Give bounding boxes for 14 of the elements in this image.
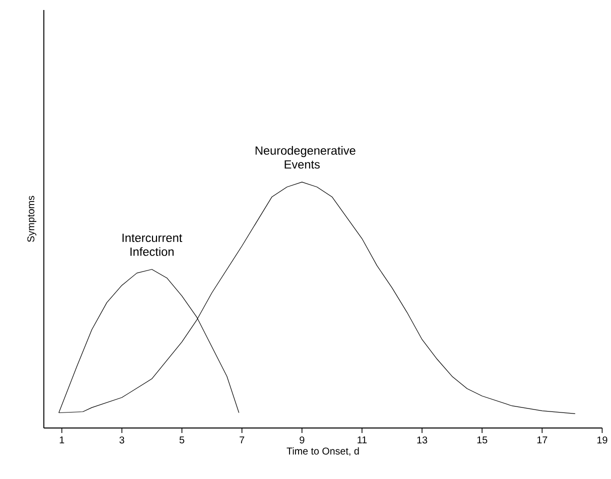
x-tick-label: 9 xyxy=(300,436,304,444)
x-tick-label: 11 xyxy=(358,436,367,444)
x-tick-label: 17 xyxy=(537,436,548,444)
x-axis-title: Time to Onset, d xyxy=(286,447,359,456)
text: Neurodegenerative Events xyxy=(256,146,356,169)
x-tick-label: 19 xyxy=(597,436,608,444)
series-label: Intercurrent Infection xyxy=(122,234,182,256)
x-tick-label: 15 xyxy=(477,436,488,444)
y-axis-title: Symptoms xyxy=(27,196,36,242)
x-tick-label: 1 xyxy=(60,436,64,444)
x-tick-label: 7 xyxy=(240,436,244,444)
x-tick-label: 3 xyxy=(119,436,124,444)
x-tick-label: 5 xyxy=(180,436,184,444)
x-tick-label: 13 xyxy=(417,436,428,444)
